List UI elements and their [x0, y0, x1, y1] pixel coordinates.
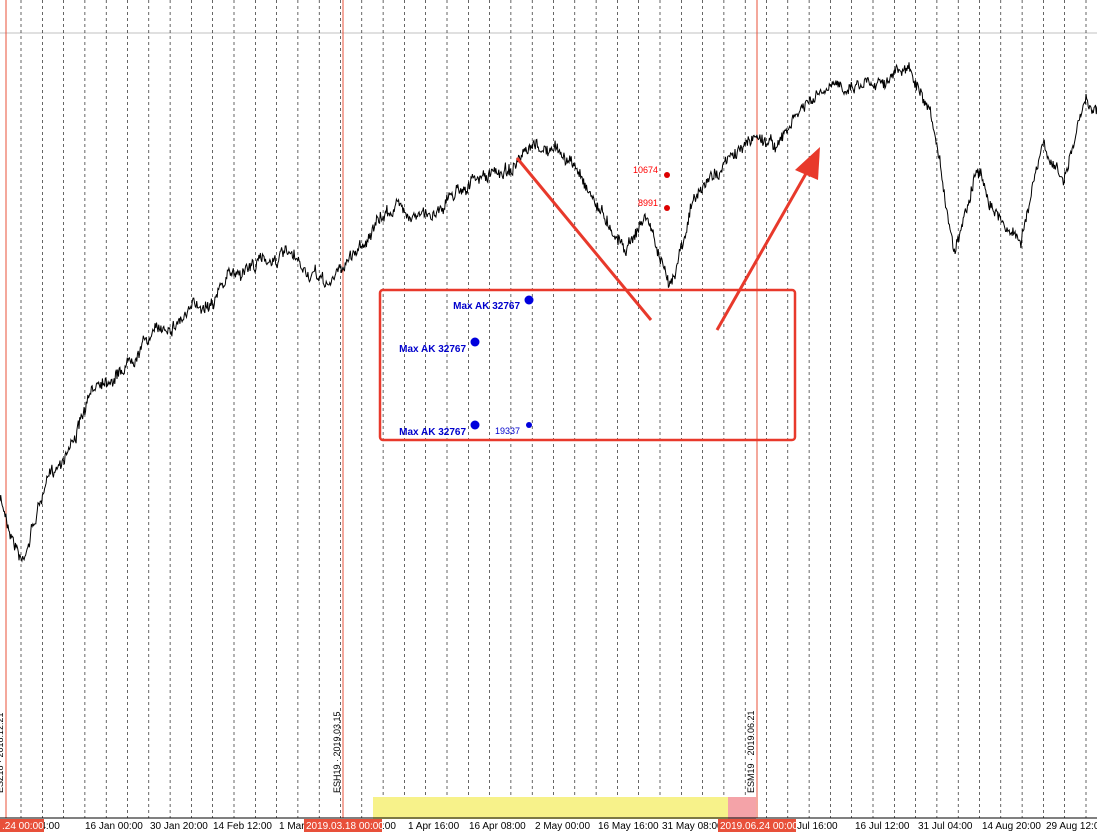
x-tick-label: 16 Jul 12:00 [855, 821, 910, 832]
period-highlight [373, 797, 728, 819]
cursor-label-bg [304, 819, 382, 832]
x-tick-label: Jul 16:00 [797, 821, 838, 832]
cursor-label: 2019.03.18 00:00 [306, 821, 384, 832]
ak-dot [470, 420, 480, 430]
level-label: 10674 [633, 165, 658, 175]
x-tick-label: 16 May 16:00 [598, 821, 659, 832]
x-tick-label: 30 Jan 20:00 [150, 821, 208, 832]
ak-value-label: 19337 [495, 426, 520, 436]
cursor-label: .24 00:00 [2, 821, 44, 832]
vertical-grid [20, 0, 1087, 818]
annotation-box [378, 288, 797, 442]
x-tick-label: 16 Jan 00:00 [85, 821, 143, 832]
x-tick-label: 1 Mar [279, 821, 305, 832]
x-tick-label: 1 Apr 16:00 [408, 821, 460, 832]
level-label: 8991 [638, 198, 658, 208]
cursor-labels: .24 00:00 2019.03.18 00:00 2019.06.24 00:0… [0, 819, 798, 832]
arrow-head-icon [795, 147, 820, 180]
cursor-label-bg [718, 819, 796, 832]
ak-dot-small [526, 422, 532, 428]
ak-label: Max AK 32767 [399, 344, 466, 355]
ak-dot [524, 295, 534, 305]
x-tick-label: 2 May 00:00 [535, 821, 590, 832]
contract-roll-lines: ESZ18 · 2018.12.21 ESH19 · 2019.03.15 ESM1… [0, 0, 758, 818]
level-markers: 10674 8991 [633, 165, 670, 211]
x-tick-label: 31 May 08:00 [662, 821, 723, 832]
x-tick-label: 29 Aug 12:0 [1046, 821, 1097, 832]
x-tick-label: 14 Feb 12:00 [213, 821, 272, 832]
price-series-line [0, 62, 1097, 563]
cursor-label: 2019.06.24 00:00 [720, 821, 798, 832]
x-tick-label: 16 Apr 08:00 [469, 821, 526, 832]
x-tick-label: :00 [382, 821, 396, 832]
contract-roll-label: ESH19 · 2019.03.15 [332, 711, 342, 793]
x-tick-label: 31 Jul 04:00 [918, 821, 973, 832]
x-tick-label: 14 Aug 20:00 [982, 821, 1041, 832]
annotation-up-arrow-shaft [715, 169, 810, 331]
level-dot [664, 172, 670, 178]
contract-roll-label: ESM19 · 2019.06.21 [746, 710, 756, 793]
ak-dot [470, 337, 480, 347]
ak-markers: Max AK 32767 Max AK 32767 Max AK 32767 1… [399, 295, 534, 438]
ak-label: Max AK 32767 [453, 301, 520, 312]
annotation-down-line [515, 157, 653, 321]
contract-roll-label: ESZ18 · 2018.12.21 [0, 712, 5, 793]
roll-highlight [728, 797, 756, 819]
ak-label: Max AK 32767 [399, 427, 466, 438]
cursor-label-bg [0, 819, 44, 832]
level-dot [664, 205, 670, 211]
annotation-layer [378, 147, 820, 442]
